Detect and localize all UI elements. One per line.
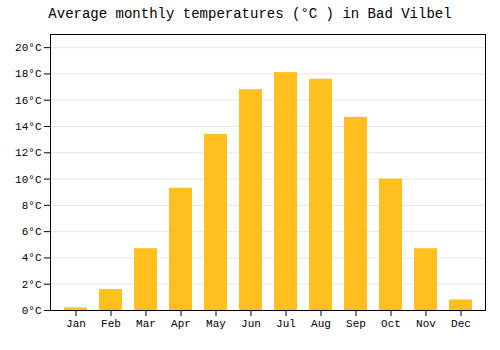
svg-text:Mar: Mar (136, 318, 156, 330)
svg-text:16°C: 16°C (15, 95, 42, 107)
svg-text:Sep: Sep (346, 318, 366, 330)
svg-text:May: May (206, 318, 226, 330)
svg-text:14°C: 14°C (15, 121, 42, 133)
svg-text:18°C: 18°C (15, 68, 42, 80)
svg-text:Apr: Apr (171, 318, 191, 330)
svg-text:Dec: Dec (451, 318, 471, 330)
svg-text:Nov: Nov (416, 318, 436, 330)
svg-text:Oct: Oct (381, 318, 401, 330)
svg-text:4°C: 4°C (22, 252, 42, 264)
svg-text:Jan: Jan (66, 318, 86, 330)
svg-text:Aug: Aug (311, 318, 331, 330)
svg-text:Jun: Jun (241, 318, 261, 330)
svg-text:Jul: Jul (276, 318, 296, 330)
svg-text:8°C: 8°C (22, 200, 42, 212)
html-text:Average monthly temperatures (: Average monthly temperatures (°C ) in Ba… (48, 6, 452, 22)
svg-text:20°C: 20°C (15, 42, 42, 54)
svg-text:0°C: 0°C (22, 305, 42, 317)
svg-text:2°C: 2°C (22, 279, 42, 291)
svg-text:Feb: Feb (101, 318, 121, 330)
svg-text:6°C: 6°C (22, 226, 42, 238)
svg-text:12°C: 12°C (15, 147, 42, 159)
svg-text:10°C: 10°C (15, 174, 42, 186)
